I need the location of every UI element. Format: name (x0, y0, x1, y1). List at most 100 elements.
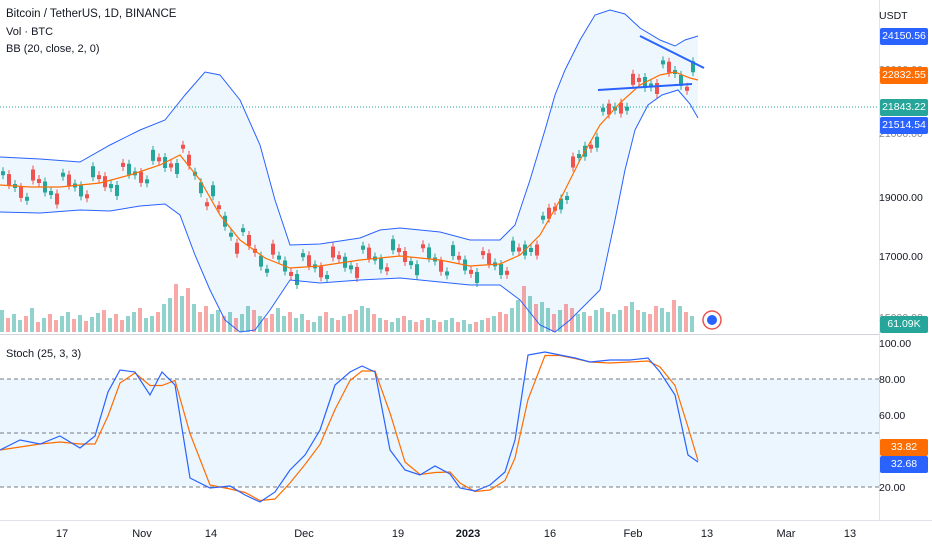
volume-bar (582, 312, 586, 332)
volume-bar (432, 320, 436, 332)
candle-body (175, 163, 179, 174)
volume-bar (348, 314, 352, 332)
volume-bar (66, 312, 70, 332)
symbol-legend[interactable]: Bitcoin / TetherUS, 1D, BINANCE (6, 8, 177, 20)
candle-body (517, 247, 521, 252)
volume-bar (384, 320, 388, 332)
volume-bar (354, 310, 358, 332)
candle-body (277, 255, 281, 260)
candle-body (319, 266, 323, 278)
time-label: 19 (391, 528, 405, 540)
volume-bar (288, 312, 292, 332)
currency-label: USDT (879, 10, 908, 22)
stoch-tick: 100.00 (879, 338, 912, 350)
bb-basis-line (0, 71, 699, 269)
candle-body (421, 244, 425, 249)
candle-body (571, 156, 575, 168)
time-label: 13 (843, 528, 857, 540)
volume-legend[interactable]: Vol · BTC (6, 26, 54, 38)
volume-bar (612, 314, 616, 332)
volume-tag: 61.09K (880, 316, 928, 333)
candle-body (7, 174, 11, 186)
stoch-k-line (0, 351, 699, 503)
candle-body (85, 194, 89, 199)
volume-bar (222, 316, 226, 332)
volume-bar (24, 316, 28, 332)
volume-bar (594, 310, 598, 332)
candle-body (337, 255, 341, 260)
candle-body (469, 269, 473, 274)
volume-bar (462, 320, 466, 332)
candle-body (241, 228, 245, 233)
volume-bar (84, 321, 88, 332)
volume-bar (648, 314, 652, 332)
candle-body (187, 154, 191, 166)
candle-body (607, 103, 611, 115)
candle-body (271, 243, 275, 255)
volume-bar (276, 308, 280, 332)
volume-bar (198, 312, 202, 332)
stoch-legend[interactable]: Stoch (25, 3, 3) (6, 348, 82, 360)
volume-bar (660, 308, 664, 332)
candle-body (205, 202, 209, 207)
volume-bar (336, 320, 340, 332)
candle-body (589, 144, 593, 149)
candle-body (637, 77, 641, 82)
candle-body (631, 73, 635, 85)
candle-body (487, 253, 491, 265)
bb-lower-line (0, 89, 699, 333)
candle-body (505, 270, 509, 275)
volume-bar (666, 312, 670, 332)
candle-body (91, 166, 95, 178)
candle-body (61, 172, 65, 177)
volume-bar (360, 306, 364, 332)
volume-bar (486, 318, 490, 332)
bb-upper-line (0, 9, 699, 246)
candle-body (379, 258, 383, 270)
volume-bar (444, 320, 448, 332)
time-label: Nov (132, 528, 152, 540)
volume-bar (174, 284, 178, 332)
candle-body (181, 144, 185, 149)
volume-bar (318, 316, 322, 332)
volume-bar (204, 306, 208, 332)
candle-body (661, 60, 665, 65)
volume-bar (690, 316, 694, 332)
volume-bar (516, 300, 520, 332)
volume-bar (294, 318, 298, 332)
candle-body (199, 182, 203, 194)
candle-body (649, 83, 653, 88)
volume-bar (546, 308, 550, 332)
volume-bar (540, 302, 544, 332)
time-axis-border (0, 520, 932, 521)
volume-bar (6, 318, 10, 332)
bb-upper-tag: 24150.56 (880, 28, 928, 45)
candle-body (307, 255, 311, 267)
candle-body (511, 240, 515, 252)
last-price-tag: 21843.22 (880, 99, 928, 116)
volume-bar (78, 315, 82, 332)
bb-legend[interactable]: BB (20, close, 2, 0) (6, 43, 100, 55)
time-label: Dec (294, 528, 314, 540)
volume-bar (180, 296, 184, 332)
volume-bar (402, 316, 406, 332)
candle-body (169, 163, 173, 168)
candle-body (55, 193, 59, 205)
candle-body (259, 255, 263, 267)
volume-bar (342, 316, 346, 332)
stoch-k-tag: 32.68 (880, 456, 928, 473)
volume-bar (330, 318, 334, 332)
volume-bar (522, 286, 526, 332)
volume-bar (324, 312, 328, 332)
volume-bar (576, 314, 580, 332)
candle-body (397, 248, 401, 253)
volume-bar (504, 314, 508, 332)
volume-bar (150, 316, 154, 332)
bb-basis-tag: 22832.55 (880, 67, 928, 84)
candle-body (127, 163, 131, 175)
time-label: 17 (55, 528, 69, 540)
volume-bar (678, 306, 682, 332)
volume-bar (606, 312, 610, 332)
pane-separator[interactable] (0, 334, 879, 335)
